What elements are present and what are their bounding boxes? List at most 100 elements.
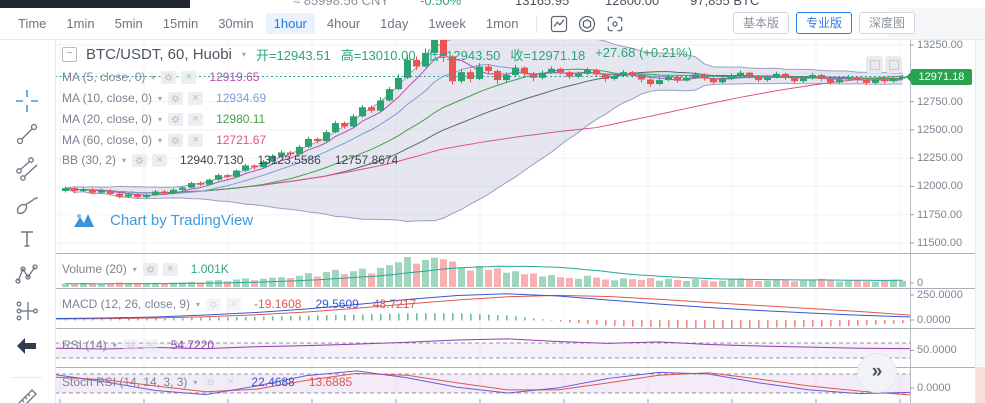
gear-icon[interactable] [132,153,148,167]
last-price-label: 12971.18 [906,69,972,85]
interval-5min[interactable]: 5min [114,16,143,31]
gear-icon[interactable] [168,91,184,105]
legend-label: Stoch RSI (14, 14, 3, 3) [62,375,188,389]
trend-line-icon[interactable] [13,120,41,148]
gear-icon[interactable] [142,262,158,276]
tradingview-watermark[interactable]: Chart by TradingView [68,204,253,236]
collapse-icon[interactable]: − [62,47,77,62]
legend-label: MA (60, close, 0) [62,133,153,147]
legend-label: MACD (12, 26, close, 9) [62,297,191,311]
remove-indicator-icon[interactable]: × [188,133,204,147]
remove-indicator-icon[interactable]: × [162,262,178,276]
pro-version-button[interactable]: 专业版 [796,12,853,34]
gear-icon[interactable] [203,375,219,389]
interval-1week[interactable]: 1week [428,16,466,31]
legend-label: BB (30, 2) [62,153,117,167]
screenshot-icon[interactable] [603,12,627,36]
indicator-value: 12934.69 [216,91,267,105]
indicator-value: -19.1608 [254,297,302,311]
indicator-value: 48.7217 [372,297,417,311]
brush-icon[interactable] [13,192,41,220]
gear-icon[interactable] [161,70,177,84]
toolbar-divider [536,14,538,33]
indicator-value: 12757.8674 [334,153,399,167]
legend-ma5: MA (5, close, 0) ▾ × 12919.65 [62,69,259,85]
scroll-right-button[interactable]: » [857,353,897,393]
parallel-channel-icon[interactable] [13,155,41,183]
interval-15min[interactable]: 15min [162,16,199,31]
back-arrow-icon[interactable] [13,332,41,360]
interval-1day[interactable]: 1day [380,16,409,31]
chevron-down-icon[interactable]: ▾ [241,50,246,59]
interval-time[interactable]: Time [18,16,47,31]
watermark-text: Chart by TradingView [110,211,254,229]
indicator-value: 13123.5586 [257,153,321,167]
indicator-value: 12919.65 [209,70,260,84]
chevron-down-icon[interactable]: ▾ [132,264,137,274]
gear-icon[interactable] [168,133,184,147]
ticker-price-cny: ≈ 85998.56 CNY [293,0,390,8]
gear-icon[interactable] [168,112,184,126]
chevron-down-icon[interactable]: ▾ [112,340,117,350]
basic-version-button[interactable]: 基本版 [733,12,790,34]
chevron-down-icon[interactable]: ▾ [158,135,163,145]
interval-1mon[interactable]: 1mon [485,16,519,31]
remove-indicator-icon[interactable]: × [226,297,242,311]
legend-volume: Volume (20) ▾ × 1.001K [62,261,229,277]
pane-maximize-icon[interactable] [866,56,883,73]
legend-label: MA (20, close, 0) [62,112,153,126]
remove-indicator-icon[interactable]: × [142,338,158,352]
ohlc-close: 收=12971.18 [510,48,586,63]
drawing-toolbar [0,39,56,403]
legend-ma20: MA (20, close, 0) ▾ × 12980.11 [62,111,265,127]
remove-indicator-icon[interactable]: × [188,91,204,105]
price-tick: 12500.00 [917,124,963,136]
chevron-down-icon[interactable]: ▾ [122,155,127,165]
price-tick: 12750.00 [917,96,963,108]
indicator-settings-icon[interactable] [575,12,599,36]
chart-toolbar: Time 1min 5min 15min 30min 1hour 4hour 1… [0,8,985,40]
interval-1min[interactable]: 1min [66,16,95,31]
legend-label: MA (5, close, 0) [62,70,146,84]
interval-1hour[interactable]: 1hour [265,13,315,34]
crosshair-icon[interactable] [13,87,41,115]
ruler-icon[interactable] [13,385,41,403]
depth-chart-button[interactable]: 深度图 [859,12,916,34]
ticker-strip: ≈ 85998.56 CNY -0.50% 13165.95 12800.00 … [0,0,985,8]
chart-style-icon[interactable] [547,12,571,36]
remove-indicator-icon[interactable]: × [152,153,168,167]
pane-screenshot-icon[interactable] [885,56,902,73]
chevron-down-icon[interactable]: ▾ [151,72,156,82]
legend-ma60: MA (60, close, 0) ▾ × 12721.67 [62,132,266,148]
ticker-low: 12800.00 [605,0,660,8]
interval-4hour[interactable]: 4hour [326,16,361,31]
ohlc-change: +27.68 (+0.21%) [595,45,693,60]
forecast-icon[interactable] [13,297,41,325]
indicator-value: 22.4688 [251,375,295,389]
chevron-down-icon[interactable]: ▾ [193,377,198,387]
gear-icon[interactable] [122,338,138,352]
chevron-down-icon[interactable]: ▾ [196,299,201,309]
ticker-high: 13165.95 [515,0,570,8]
remove-indicator-icon[interactable]: × [223,375,239,389]
interval-30min[interactable]: 30min [218,16,254,31]
gear-icon[interactable] [206,297,222,311]
chevron-down-icon[interactable]: ▾ [158,114,163,124]
xabcd-pattern-icon[interactable] [13,260,41,288]
legend-bb: BB (30, 2) ▾ × 12940.7130 13123.5586 127… [62,152,398,168]
chevron-down-icon[interactable]: ▾ [158,93,163,103]
remove-indicator-icon[interactable]: × [181,70,197,84]
price-tick: 11750.00 [917,209,963,221]
legend-label: RSI (14) [62,338,107,352]
remove-indicator-icon[interactable]: × [188,112,204,126]
rsi-axis-tick: 50.0000 [917,344,957,356]
stoch-axis-tick: 0.0000 [917,382,951,394]
indicator-value: 12940.7130 [180,153,244,167]
text-icon[interactable] [13,225,41,253]
price-tick: 11500.00 [917,237,963,249]
indicator-value: 29.5609 [315,297,359,311]
legend-ma10: MA (10, close, 0) ▾ × 12934.69 [62,90,266,106]
symbol-title: BTC/USDT, 60, Huobi [86,46,232,63]
price-tick: 12000.00 [917,180,963,192]
